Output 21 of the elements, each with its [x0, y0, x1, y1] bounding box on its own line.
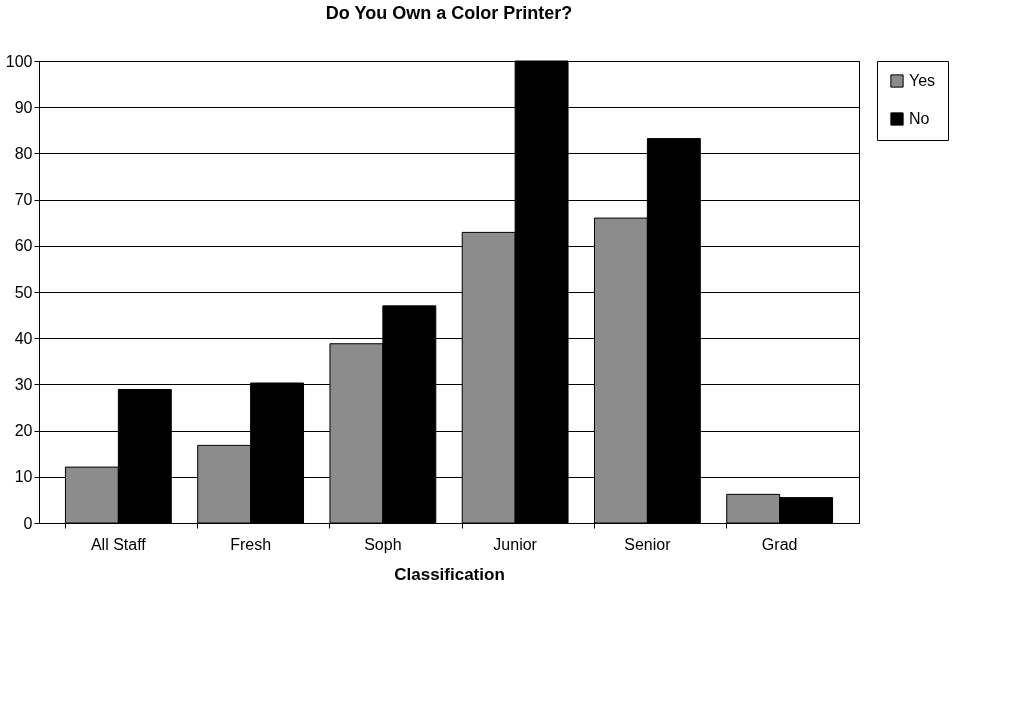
y-tick-label: 20 — [14, 422, 33, 440]
legend-label: No — [909, 110, 930, 127]
x-tick-label: All Staff — [90, 535, 147, 553]
x-tick-label: Fresh — [230, 535, 272, 553]
y-tick-label: 80 — [14, 144, 33, 162]
x-tick-label: Grad — [761, 535, 798, 553]
chart-title: Do You Own a Color Printer? — [325, 3, 573, 23]
y-tick-label: 50 — [14, 283, 33, 301]
y-tick-label: 10 — [14, 468, 33, 486]
x-tick-label: Soph — [364, 535, 402, 553]
y-tick-label: 30 — [14, 375, 33, 393]
y-tick-label: 0 — [23, 514, 33, 532]
legend-label: Yes — [909, 72, 936, 89]
y-tick-label: 40 — [14, 329, 33, 347]
x-tick-label: Senior — [624, 535, 672, 553]
y-tick-label: 60 — [14, 237, 33, 255]
y-tick-label: 70 — [14, 191, 33, 209]
y-tick-label: 90 — [14, 98, 33, 116]
y-tick-label: 100 — [5, 52, 33, 70]
x-tick-label: Junior — [493, 535, 538, 553]
x-axis-title: Classification — [394, 564, 505, 584]
